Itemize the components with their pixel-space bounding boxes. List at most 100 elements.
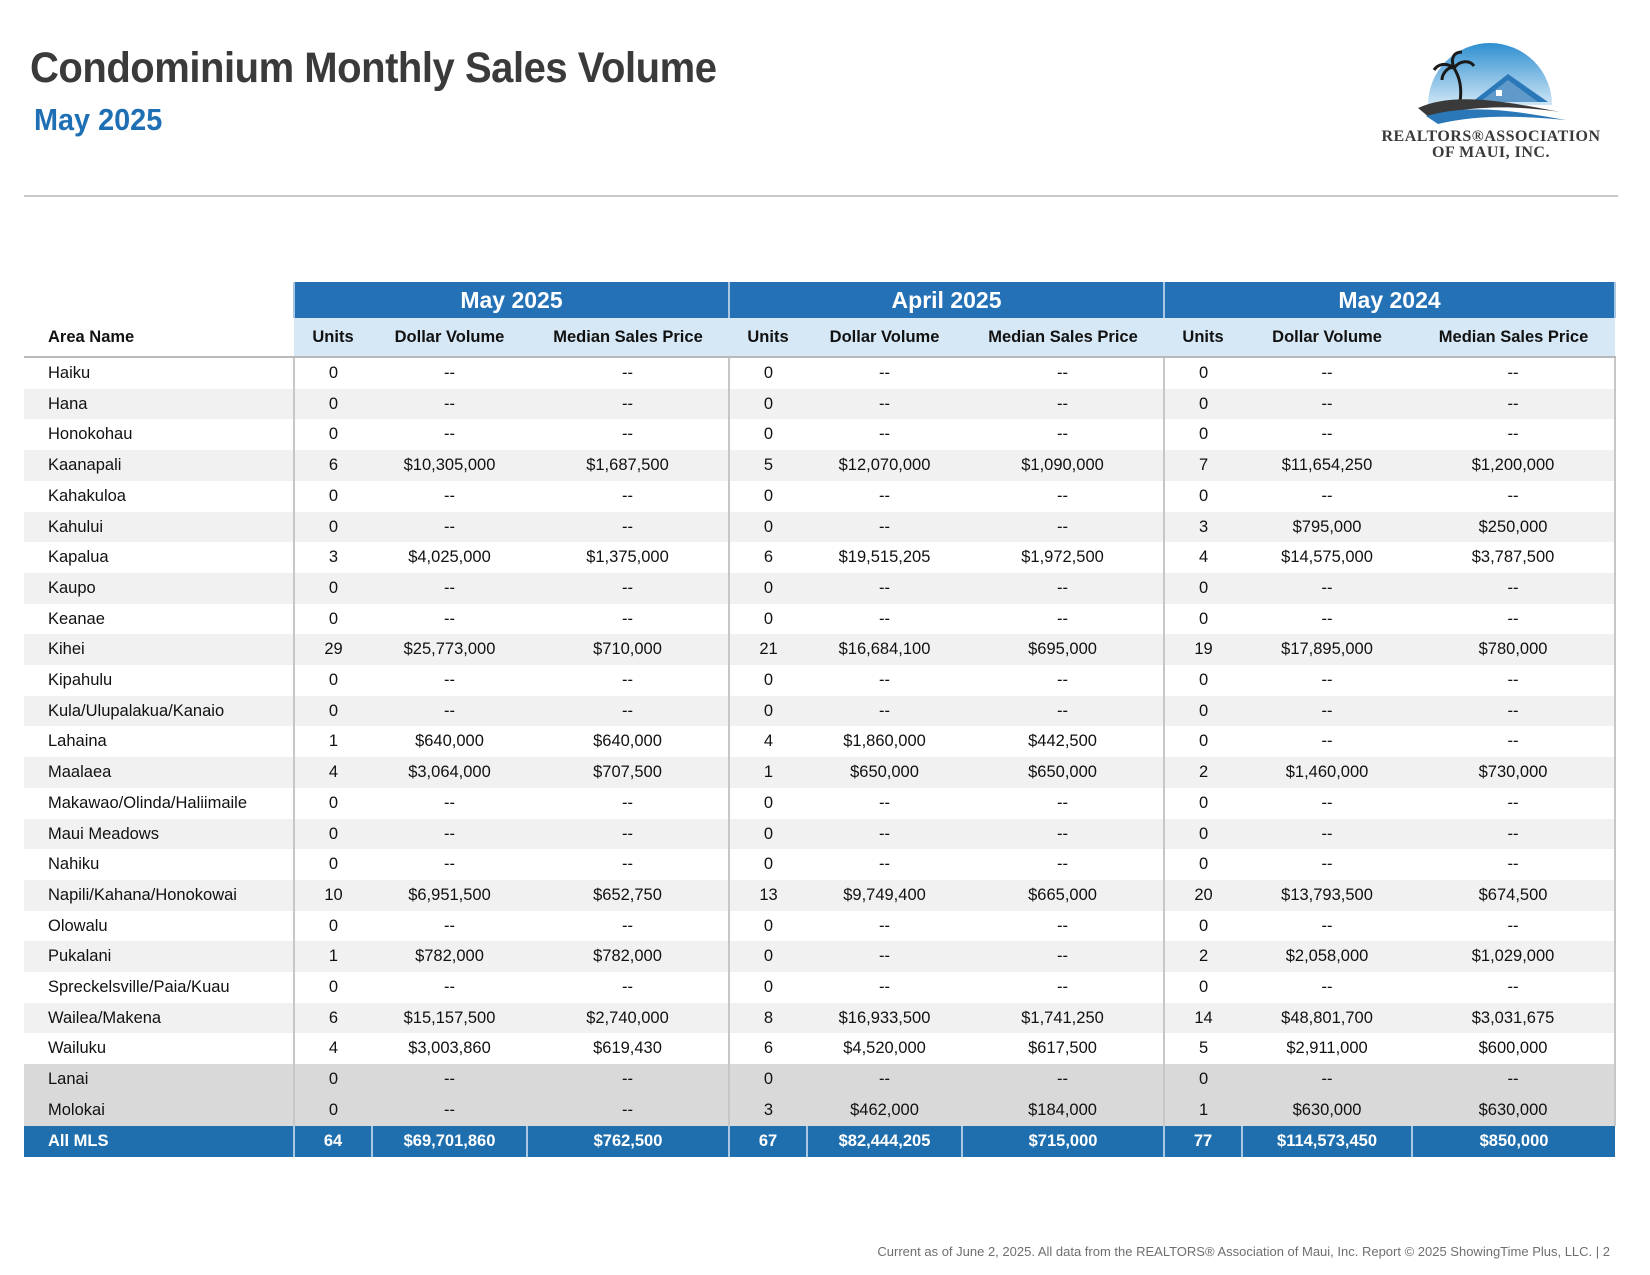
units-cell: 0 [1163, 972, 1243, 1003]
median-price-cell: $1,972,500 [962, 542, 1165, 573]
dollar-volume-cell: -- [372, 388, 527, 420]
dollar-volume-cell: -- [1242, 357, 1413, 389]
median-price-cell: -- [527, 818, 730, 850]
table-row: Hana 0 -- -- 0 -- -- 0 -- -- [24, 388, 1617, 420]
median-price-cell: -- [527, 972, 730, 1003]
median-price-cell: -- [1412, 695, 1617, 727]
table-row: Kapalua 3 $4,025,000 $1,375,000 6 $19,515,205… [24, 542, 1617, 573]
dollar-volume-header: Dollar Volume [372, 318, 527, 358]
dollar-volume-header: Dollar Volume [807, 318, 963, 358]
dollar-volume-cell: $25,773,000 [372, 634, 527, 666]
median-price-cell: -- [527, 1064, 730, 1095]
units-cell: 2 [1163, 941, 1243, 973]
median-price-cell: -- [962, 818, 1165, 850]
median-price-cell: $617,500 [962, 1033, 1165, 1065]
units-cell: 0 [293, 695, 372, 727]
units-cell: 0 [293, 665, 372, 696]
area-name-cell: Kipahulu [24, 665, 294, 696]
units-cell: 0 [728, 941, 808, 973]
units-cell: 1 [1163, 1094, 1243, 1126]
dollar-volume-cell: $640,000 [372, 726, 527, 758]
dollar-volume-cell: -- [807, 480, 963, 512]
dollar-volume-cell: -- [807, 941, 963, 973]
median-price-cell: -- [962, 910, 1165, 942]
dollar-volume-cell: -- [1242, 603, 1413, 635]
area-name-cell: Keanae [24, 603, 294, 635]
area-name-cell: Wailuku [24, 1033, 294, 1065]
median-price-cell: -- [1412, 480, 1617, 512]
table-row: Molokai 0 -- -- 3 $462,000 $184,000 1 $630,000 $6… [24, 1094, 1617, 1126]
median-price-cell: $710,000 [527, 634, 730, 666]
units-cell: 13 [728, 879, 808, 911]
median-price-cell: -- [962, 419, 1165, 451]
area-name-cell: Kahakuloa [24, 480, 294, 512]
median-price-cell: -- [1412, 1064, 1617, 1095]
median-price-cell: -- [1412, 388, 1617, 420]
units-cell: 0 [293, 511, 372, 543]
dollar-volume-cell: $4,025,000 [372, 542, 527, 573]
dollar-volume-cell: -- [807, 511, 963, 543]
median-price-cell: -- [962, 849, 1165, 880]
median-price-cell: -- [527, 480, 730, 512]
dollar-volume-cell: $782,000 [372, 941, 527, 973]
dollar-volume-cell: -- [372, 1064, 527, 1095]
units-cell: 14 [1163, 1002, 1243, 1034]
area-name-cell: Maalaea [24, 757, 294, 788]
dollar-volume-cell: -- [807, 818, 963, 850]
period-header: April 2025 [728, 282, 1166, 318]
units-cell: 0 [1163, 572, 1243, 604]
area-name-cell: Maui Meadows [24, 818, 294, 850]
association-logo: REALTORS®ASSOCIATION OF MAUI, INC. [1360, 30, 1622, 170]
total-cell: $69,701,860 [371, 1125, 527, 1157]
units-cell: 4 [293, 1033, 372, 1065]
units-header: Units [1164, 318, 1243, 358]
dollar-volume-cell: $10,305,000 [372, 450, 527, 481]
units-cell: 0 [293, 357, 372, 389]
median-price-cell: -- [1412, 603, 1617, 635]
area-name-cell: Makawao/Olinda/Haliimaile [24, 787, 294, 819]
table-row: Nahiku 0 -- -- 0 -- -- 0 -- -- [24, 849, 1617, 880]
units-cell: 0 [728, 603, 808, 635]
dollar-volume-cell: -- [1242, 665, 1413, 696]
units-cell: 0 [293, 1064, 372, 1095]
dollar-volume-cell: -- [807, 603, 963, 635]
area-name-cell: Kihei [24, 634, 294, 666]
dollar-volume-cell: -- [372, 787, 527, 819]
table-row: Kaanapali 6 $10,305,000 $1,687,500 5 $12,070,… [24, 450, 1617, 481]
units-cell: 0 [293, 480, 372, 512]
units-cell: 0 [728, 695, 808, 727]
dollar-volume-cell: -- [807, 357, 963, 389]
area-name-cell: Napili/Kahana/Honokowai [24, 879, 294, 911]
dollar-volume-cell: -- [1242, 388, 1413, 420]
dollar-volume-cell: -- [372, 910, 527, 942]
table-row: Kahului 0 -- -- 0 -- -- 3 $795,000 $250,000 [24, 511, 1617, 543]
dollar-volume-cell: -- [807, 388, 963, 420]
table-row: Keanae 0 -- -- 0 -- -- 0 -- -- [24, 603, 1617, 635]
median-price-cell: -- [962, 787, 1165, 819]
units-cell: 4 [728, 726, 808, 758]
units-cell: 21 [728, 634, 808, 666]
dollar-volume-cell: -- [1242, 695, 1413, 727]
units-cell: 0 [293, 972, 372, 1003]
median-price-cell: $640,000 [527, 726, 730, 758]
dollar-volume-cell: -- [807, 910, 963, 942]
units-cell: 0 [728, 572, 808, 604]
units-cell: 6 [728, 1033, 808, 1065]
units-cell: 0 [293, 419, 372, 451]
median-price-cell: $707,500 [527, 757, 730, 788]
dollar-volume-cell: $17,895,000 [1242, 634, 1413, 666]
total-cell: $762,500 [525, 1125, 730, 1157]
units-cell: 7 [1163, 450, 1243, 481]
total-cell: $715,000 [961, 1125, 1165, 1157]
units-cell: 0 [293, 818, 372, 850]
dollar-volume-cell: $11,654,250 [1242, 450, 1413, 481]
dollar-volume-cell: $630,000 [1242, 1094, 1413, 1126]
total-cell: 64 [293, 1125, 372, 1157]
median-price-cell: $1,090,000 [962, 450, 1165, 481]
dollar-volume-cell: -- [372, 603, 527, 635]
logo-text-line1: REALTORS®ASSOCIATION [1381, 128, 1601, 145]
units-cell: 19 [1163, 634, 1243, 666]
median-price-cell: -- [962, 480, 1165, 512]
median-price-cell: -- [962, 695, 1165, 727]
dollar-volume-cell: -- [372, 1094, 527, 1126]
